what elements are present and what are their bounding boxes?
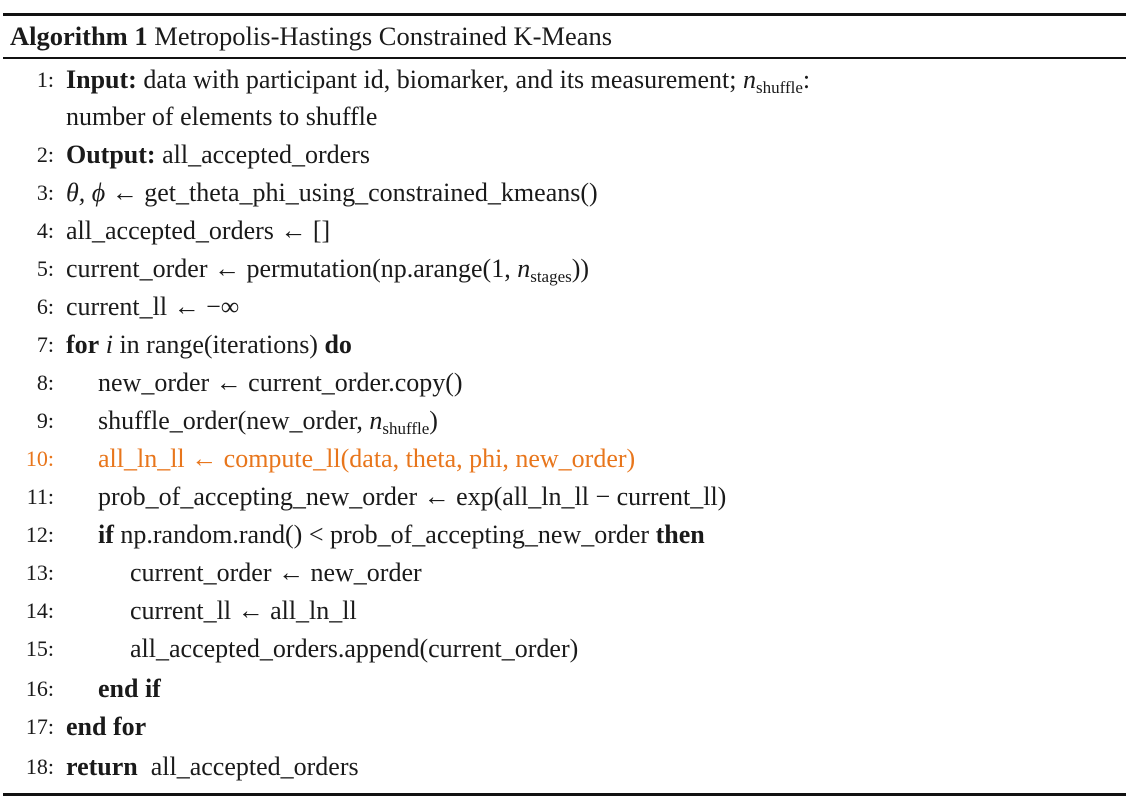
line-text: all_accepted_orders ← []: [66, 216, 331, 245]
algorithm-line-13: 13: current_order ← new_order: [0, 554, 1132, 592]
line-code: Output: all_accepted_orders: [66, 136, 370, 174]
line-code: Input: data with participant id, biomark…: [66, 61, 810, 99]
line-text: all_accepted_orders: [162, 140, 370, 169]
line-text: prob_of_accepting_new_order ← exp(all_ln…: [98, 482, 727, 511]
algorithm-line-7: 7: for i in range(iterations) do: [0, 326, 1132, 364]
line-number: 9:: [36, 408, 54, 433]
line-text: data with participant id, biomarker, and…: [143, 65, 737, 94]
algorithm-line-15: 15: all_accepted_orders.append(current_o…: [0, 630, 1132, 668]
algorithm-caption: Algorithm 1 Metropolis-Hastings Constrai…: [10, 17, 612, 55]
keyword-then: then: [655, 520, 705, 549]
keyword-for: for: [66, 330, 100, 359]
line-number: 12:: [25, 522, 54, 547]
line-number: 17:: [25, 714, 54, 739]
line-number: 5:: [36, 256, 54, 281]
variable-n: n: [743, 65, 756, 94]
line-code: θ, ϕ ← get_theta_phi_using_constrained_k…: [66, 174, 598, 212]
line-tail: ): [429, 406, 438, 435]
line-tail: )): [571, 254, 590, 283]
line-number: 3:: [36, 180, 54, 205]
caption-rule: [3, 57, 1126, 59]
line-number: 8:: [36, 370, 54, 395]
algorithm-line-11: 11: prob_of_accepting_new_order ← exp(al…: [0, 478, 1132, 516]
subscript: stages: [530, 267, 572, 286]
algorithm-title: Metropolis-Hastings Constrained K-Means: [154, 21, 613, 51]
algorithm-line-9: 9: shuffle_order(new_order, nshuffle): [0, 402, 1132, 440]
line-number: 16:: [25, 676, 54, 701]
line-text: number of elements to shuffle: [66, 102, 378, 131]
keyword-output: Output:: [66, 140, 156, 169]
line-text: new_order ← current_order.copy(): [98, 368, 463, 397]
line-code: current_order ← permutation(np.arange(1,…: [66, 250, 589, 288]
line-text: in range(iterations): [119, 330, 318, 359]
line-code: if np.random.rand() < prob_of_accepting_…: [98, 516, 705, 554]
line-code: for i in range(iterations) do: [66, 326, 352, 364]
algorithm-line-12: 12: if np.random.rand() < prob_of_accept…: [0, 516, 1132, 554]
line-tail: :: [802, 65, 811, 94]
variable-n: n: [369, 406, 383, 435]
line-number: 18:: [25, 754, 54, 779]
line-text: all_accepted_orders: [150, 752, 359, 781]
algorithm-line-18: 18: return all_accepted_orders: [0, 748, 1132, 786]
math-symbols: θ, ϕ: [66, 178, 106, 207]
algorithm-line-16: 16: end if: [0, 670, 1132, 708]
algorithm-line-1-continued: number of elements to shuffle: [0, 98, 1132, 136]
algorithm-line-14: 14: current_ll ← all_ln_ll: [0, 592, 1132, 630]
subscript: shuffle: [756, 78, 803, 97]
algorithm-line-5: 5: current_order ← permutation(np.arange…: [0, 250, 1132, 288]
line-text: shuffle_order(new_order,: [98, 406, 363, 435]
subscript: shuffle: [382, 419, 430, 438]
keyword-return: return: [66, 752, 138, 781]
line-text: current_order ← new_order: [130, 558, 422, 587]
algorithm-label: Algorithm 1: [10, 21, 148, 51]
line-text: current_order ← permutation(np.arange(1,: [66, 254, 511, 283]
line-number: 7:: [36, 332, 54, 357]
line-code: shuffle_order(new_order, nshuffle): [98, 402, 438, 440]
algorithm-line-17: 17: end for: [0, 708, 1132, 746]
keyword-end-if: end if: [98, 674, 161, 703]
line-text: all_accepted_orders.append(current_order…: [130, 634, 579, 663]
variable-n: n: [517, 254, 531, 283]
keyword-end-for: end for: [66, 712, 147, 741]
line-number: 1:: [36, 67, 54, 92]
algorithm-line-1: 1: Input: data with participant id, biom…: [0, 61, 1132, 99]
keyword-if: if: [98, 520, 114, 549]
line-text: current_ll ← −∞: [66, 292, 240, 321]
line-text: all_ln_ll ← compute_ll(data, theta, phi,…: [98, 444, 636, 473]
line-number: 15:: [25, 636, 54, 661]
line-number: 2:: [36, 142, 54, 167]
line-text: current_ll ← all_ln_ll: [130, 596, 357, 625]
keyword-do: do: [324, 330, 352, 359]
algorithm-line-10-highlighted: 10: all_ln_ll ← compute_ll(data, theta, …: [0, 440, 1132, 478]
line-number: 14:: [25, 598, 54, 623]
keyword-input: Input:: [66, 65, 137, 94]
line-number: 11:: [26, 484, 54, 509]
algorithm-line-4: 4: all_accepted_orders ← []: [0, 212, 1132, 250]
variable-i: i: [105, 330, 113, 359]
line-text: np.random.rand() < prob_of_accepting_new…: [120, 520, 650, 549]
algorithm-line-6: 6: current_ll ← −∞: [0, 288, 1132, 326]
algorithm-line-8: 8: new_order ← current_order.copy(): [0, 364, 1132, 402]
line-text: ← get_theta_phi_using_constrained_kmeans…: [111, 178, 598, 207]
line-number: 6:: [36, 294, 54, 319]
bottom-rule: [3, 793, 1126, 796]
line-number: 4:: [36, 218, 54, 243]
line-number: 13:: [25, 560, 54, 585]
algorithm-line-2: 2: Output: all_accepted_orders: [0, 136, 1132, 174]
top-rule: [3, 13, 1126, 16]
line-number: 10:: [25, 446, 54, 471]
line-code: return all_accepted_orders: [66, 748, 359, 786]
algorithm-line-3: 3: θ, ϕ ← get_theta_phi_using_constraine…: [0, 174, 1132, 212]
